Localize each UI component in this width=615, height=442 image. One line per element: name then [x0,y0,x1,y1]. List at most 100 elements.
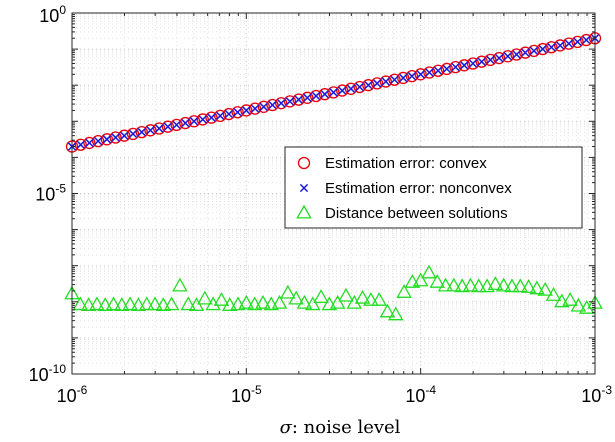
legend-entry: Estimation error: convex [297,155,487,172]
data-point [109,131,122,144]
data-point [94,136,103,146]
series-layer [64,32,603,321]
data-point [388,306,404,321]
data-point [471,278,487,293]
data-point [163,296,180,311]
data-point [85,138,94,148]
legend-box [284,146,583,229]
data-point [292,93,305,106]
legend-entry: Estimation error: nonconvex [299,180,512,197]
x-axis-label-text: : noise level [292,417,401,438]
x-tick-label-base: 10 [405,386,425,406]
data-point [318,88,331,101]
data-point [379,303,396,318]
data-point [196,113,209,126]
data-point [412,272,429,287]
x-tick-label-base: 10 [57,386,77,406]
data-point [327,86,340,99]
data-point [205,296,221,311]
data-point [433,66,443,75]
data-point [449,60,462,74]
data-point [564,39,573,48]
data-point [362,79,375,92]
data-point [554,293,570,308]
data-point [379,75,392,88]
data-point [311,91,321,101]
data-point [512,278,529,293]
data-point [221,297,238,311]
data-point [429,273,446,288]
data-point [268,100,277,110]
data-point [266,98,279,112]
data-point [446,277,462,292]
x-axis-label-symbol: σ [280,417,293,438]
data-point [135,125,148,139]
data-point [421,264,437,279]
data-point [280,284,296,299]
x-tick-label-base: 10 [581,386,601,406]
data-point [97,297,113,311]
x-tick-label-exponent: -6 [77,383,88,397]
data-point [283,95,297,108]
data-point [371,291,387,306]
legend-label: Distance between solutions [325,205,508,222]
data-point [180,296,196,311]
data-point [484,53,497,67]
data-point [370,77,384,90]
data-point [277,99,286,108]
data-point [137,127,146,137]
y-tick-label-exponent: -10 [49,362,67,376]
data-point [197,290,213,305]
data-point [222,107,236,121]
data-point [440,62,453,76]
x-tick-label-exponent: -4 [425,383,436,397]
data-point [545,287,562,301]
data-point [492,51,506,65]
data-point [454,278,470,293]
data-point [503,52,512,61]
x-tick-label-exponent: -5 [251,383,262,397]
data-point [562,37,575,50]
legend-marker [299,183,309,193]
data-point [562,291,578,306]
data-point [399,73,408,83]
data-point [181,118,190,128]
data-point [512,50,521,59]
data-point [130,297,147,311]
data-point [118,129,131,142]
legend-label: Estimation error: nonconvex [325,180,512,197]
data-point [458,59,471,72]
data-point [573,37,582,46]
data-point [255,294,271,309]
data-point [105,296,122,311]
data-point [504,278,520,293]
data-point [259,102,268,111]
data-point [83,136,96,150]
x-tick-label-exponent: -3 [601,383,612,397]
x-axis-label: σ: noise level [280,417,401,438]
data-point [451,62,460,72]
data-point [224,109,234,119]
data-point [536,42,549,56]
data-point [437,277,454,292]
data-point [416,70,425,79]
data-point [390,75,399,84]
x-tick-label-base: 10 [231,386,251,406]
data-point [214,109,227,122]
legend-marker [297,156,311,170]
data-point [353,80,366,94]
data-point [309,89,323,103]
data-point [126,127,140,141]
data-point [510,48,523,61]
data-point [404,273,421,288]
data-point [477,57,486,66]
data-point [114,297,130,311]
data-point [487,276,504,291]
data-point [80,297,97,311]
data-point [189,117,199,126]
data-point [231,106,244,119]
data-point [475,55,488,68]
data-point [238,294,255,309]
data-point [423,66,436,79]
